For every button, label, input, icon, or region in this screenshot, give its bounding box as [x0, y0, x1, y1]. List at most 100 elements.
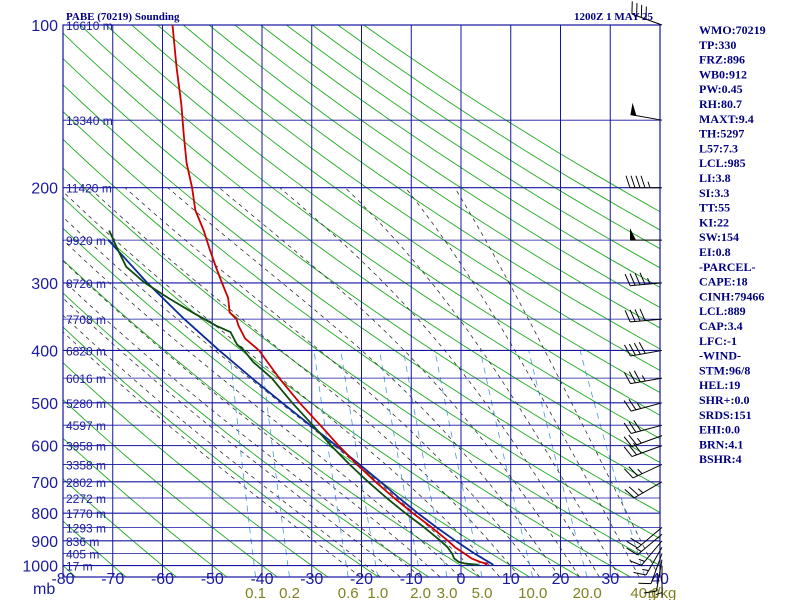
mixing-ratio-line: [313, 350, 349, 577]
dry-adiabat: [63, 437, 228, 577]
index-line: LCL:889: [699, 304, 746, 318]
height-label: 5280 m: [66, 397, 106, 411]
dry-adiabat: [157, 25, 660, 371]
temperature-tick-label: -30: [300, 571, 323, 588]
dry-adiabat: [260, 25, 660, 288]
height-label: 7708 m: [66, 313, 106, 327]
mixing-ratio-line: [260, 350, 290, 577]
index-line: EHI:0.0: [699, 423, 740, 437]
height-label: 3958 m: [66, 440, 106, 454]
temperature-tick-label: 0: [457, 571, 466, 588]
mixing-ratio-label: 2.0: [410, 585, 431, 600]
pressure-tick-label: 900: [31, 534, 58, 551]
index-line: LCL:985: [699, 156, 746, 170]
pressure-unit-label: mb: [33, 581, 55, 598]
wind-barb: [623, 463, 663, 479]
mixing-ratio-line: [434, 350, 483, 577]
temperature-tick-label: 40: [651, 571, 669, 588]
wind-barb: [629, 540, 663, 566]
moist-adiabat: [454, 187, 660, 577]
wind-barb: [626, 533, 663, 556]
dry-adiabat: [286, 25, 660, 269]
index-line: LI:3.8: [699, 171, 731, 185]
moist-adiabat: [279, 187, 600, 577]
moist-adiabat: [124, 187, 541, 577]
index-line: EI:0.8: [699, 245, 731, 259]
dry-adiabat: [63, 111, 660, 540]
index-line: RH:80.7: [699, 97, 742, 111]
index-line: STM:96/8: [699, 363, 750, 377]
moist-adiabat: [63, 216, 481, 577]
wind-barb: [623, 434, 663, 448]
height-label: 6016 m: [66, 372, 106, 386]
dry-adiabat: [63, 399, 278, 577]
dry-adiabat: [79, 25, 660, 440]
wind-barbs: [623, 1, 663, 598]
mixing-ratio-line: [403, 350, 448, 577]
height-label: 11420 m: [66, 182, 112, 196]
wind-barb: [638, 553, 663, 585]
dry-adiabat: [105, 25, 660, 416]
index-line: SI:3.3: [699, 186, 729, 200]
wind-barb: [630, 102, 663, 121]
index-line: CAP:3.4: [699, 319, 743, 333]
dewpoint-line: [108, 230, 479, 566]
mixing-ratio-line: [379, 350, 421, 577]
index-line: -PARCEL-: [699, 260, 755, 274]
wind-barb: [633, 546, 663, 576]
temperature-tick-label: -50: [201, 571, 224, 588]
dry-adiabat: [63, 326, 379, 577]
moist-adiabat: [218, 187, 580, 577]
pressure-tick-label: 700: [31, 475, 58, 492]
height-label: 6820 m: [66, 344, 106, 358]
index-line: MAXT:9.4: [699, 112, 754, 126]
temperature-tick-label: -60: [151, 571, 174, 588]
mixing-ratio-label: 3.0: [437, 585, 458, 600]
indices-panel: WMO:70219TP:330FRZ:896WB0:912PW:0.45RH:8…: [699, 23, 766, 466]
index-line: SRDS:151: [699, 408, 752, 422]
wind-barb: [623, 420, 663, 434]
index-line: SHR+:0.0: [699, 393, 750, 407]
pressure-tick-label: 400: [31, 343, 58, 360]
index-line: CINH:79466: [699, 289, 764, 303]
height-label: 836 m: [66, 535, 99, 549]
temperature-tick-label: -10: [400, 571, 423, 588]
wind-barb: [655, 565, 663, 598]
wind-barb: [631, 1, 663, 26]
index-line: WMO:70219: [699, 23, 766, 37]
moist-adiabat: [63, 260, 441, 577]
wind-barb: [624, 342, 663, 357]
sounding-profiles: [107, 25, 494, 566]
mixing-ratio-label: 20.0: [573, 585, 602, 600]
temperature-tick-label: -70: [101, 571, 124, 588]
height-label: 3358 m: [66, 458, 106, 472]
mixing-ratio-line: [479, 350, 534, 577]
dry-adiabat: [63, 520, 127, 577]
index-line: -WIND-: [699, 349, 741, 363]
wind-barb: [624, 370, 663, 385]
temperature-tick-label: -80: [51, 571, 74, 588]
temperature-tick-label: -40: [250, 571, 273, 588]
mixing-ratio-line: [229, 350, 256, 577]
temperature-line: [171, 25, 488, 566]
height-label: 16610 m: [66, 19, 113, 33]
wind-barb: [626, 527, 663, 549]
moist-adiabat: [405, 187, 640, 577]
pressure-tick-label: 500: [31, 396, 58, 413]
index-line: TT:55: [699, 201, 730, 215]
chart-grid: [62, 24, 661, 578]
index-line: FRZ:896: [699, 53, 745, 67]
index-line: TH:5297: [699, 127, 744, 141]
background-lines: [63, 25, 660, 577]
dry-adiabat: [208, 25, 660, 329]
pressure-tick-label: 200: [31, 181, 58, 198]
moist-adiabat: [63, 279, 421, 577]
dry-adiabat: [63, 167, 631, 577]
height-label: 9920 m: [66, 234, 106, 248]
mixing-ratio-line: [340, 350, 379, 577]
dry-adiabat: [63, 564, 76, 577]
wind-barb: [623, 398, 663, 412]
dry-adiabat: [63, 478, 177, 577]
